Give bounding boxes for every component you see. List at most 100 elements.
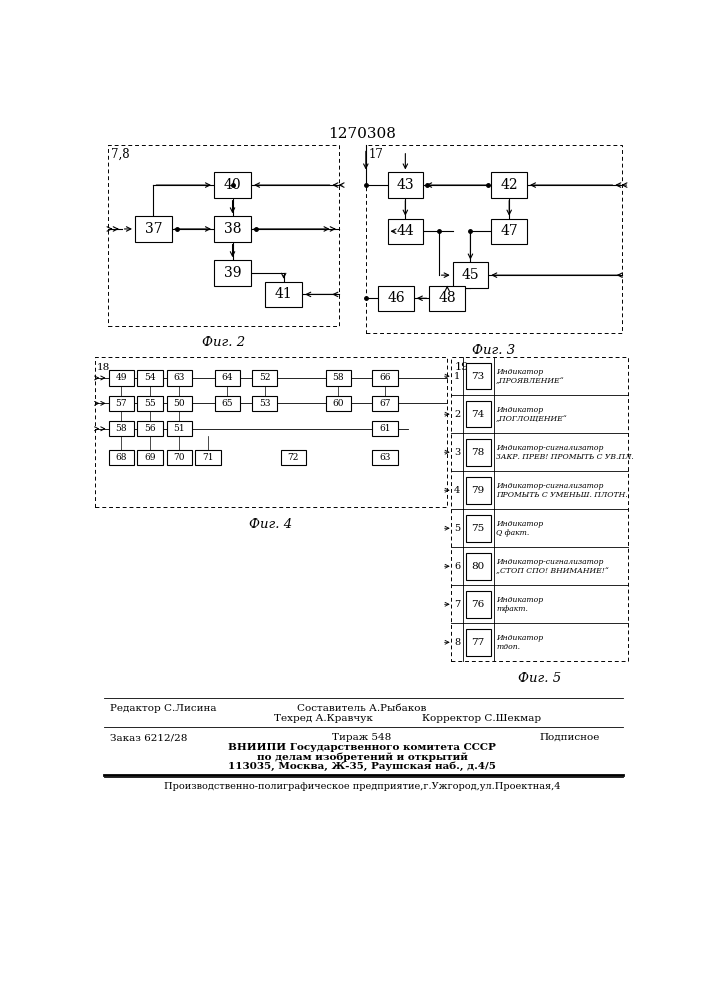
Bar (109, 421, 134, 436)
Text: 74: 74 (472, 410, 485, 419)
Text: 53: 53 (259, 399, 271, 408)
Text: 49: 49 (115, 373, 127, 382)
Text: 38: 38 (224, 222, 241, 236)
Bar (167, 450, 192, 465)
Text: 64: 64 (222, 373, 233, 382)
Text: Редактор С.Лисина: Редактор С.Лисина (110, 704, 216, 713)
Text: Фиг. 2: Фиг. 2 (201, 336, 245, 349)
Text: Составитель А.Рыбаков: Составитель А.Рыбаков (297, 704, 426, 713)
Text: 55: 55 (144, 399, 156, 408)
Bar (214, 172, 251, 198)
Bar (167, 370, 192, 386)
Bar (107, 145, 339, 326)
Bar (378, 286, 414, 311)
Bar (466, 477, 491, 504)
Text: 63: 63 (174, 373, 185, 382)
Bar (195, 450, 221, 465)
Text: 41: 41 (275, 287, 293, 301)
Text: Тираж 548: Тираж 548 (332, 733, 392, 742)
Text: 17: 17 (369, 148, 384, 161)
Text: 77: 77 (472, 638, 485, 647)
Text: Подписное: Подписное (539, 733, 600, 742)
Text: 42: 42 (501, 178, 518, 192)
Text: 52: 52 (259, 373, 271, 382)
Bar (466, 553, 491, 580)
Bar (372, 421, 397, 436)
Text: 71: 71 (202, 453, 214, 462)
Text: 58: 58 (115, 424, 127, 433)
Bar (281, 450, 306, 465)
Bar (372, 450, 397, 465)
Bar (215, 370, 240, 386)
Bar (429, 286, 465, 311)
Bar (252, 396, 277, 411)
Bar (372, 396, 397, 411)
Text: 43: 43 (397, 178, 414, 192)
Text: 1270308: 1270308 (328, 127, 396, 141)
Bar (466, 363, 491, 389)
Bar (137, 450, 163, 465)
Text: Индикатор
Q факт.: Индикатор Q факт. (496, 520, 543, 537)
Text: Фиг. 5: Фиг. 5 (518, 672, 561, 685)
Text: 47: 47 (501, 224, 518, 238)
Bar (325, 370, 351, 386)
Bar (387, 219, 423, 244)
Text: Индикатор
mдоп.: Индикатор mдоп. (496, 634, 543, 651)
Bar (466, 629, 491, 656)
Text: 65: 65 (222, 399, 233, 408)
Bar (452, 262, 489, 288)
Text: 80: 80 (472, 562, 485, 571)
Bar (137, 421, 163, 436)
Text: 73: 73 (472, 372, 485, 381)
Text: 5: 5 (454, 524, 460, 533)
Text: 58: 58 (332, 373, 344, 382)
Bar (135, 216, 172, 242)
Bar (466, 439, 491, 466)
Text: 2: 2 (454, 410, 460, 419)
Bar (137, 396, 163, 411)
Text: Индикатор
„ПОГЛОЩЕНИЕ“: Индикатор „ПОГЛОЩЕНИЕ“ (496, 406, 568, 423)
Text: Индикатор-сигнализатор
ЗАКР. ПРЕВ! ПРОМЫТЬ С УВ.ПЛ.: Индикатор-сигнализатор ЗАКР. ПРЕВ! ПРОМЫ… (496, 444, 633, 461)
Text: 8: 8 (454, 638, 460, 647)
Text: 61: 61 (379, 424, 390, 433)
Text: ВНИИПИ Государственного комитета СССР: ВНИИПИ Государственного комитета СССР (228, 743, 496, 752)
Text: Фиг. 4: Фиг. 4 (250, 518, 293, 531)
Text: 37: 37 (145, 222, 163, 236)
Text: 76: 76 (472, 600, 485, 609)
Text: Индикатор
„ПРОЯВЛЕНИЕ“: Индикатор „ПРОЯВЛЕНИЕ“ (496, 368, 564, 385)
Text: 4: 4 (454, 486, 460, 495)
Text: Техред А.Кравчук: Техред А.Кравчук (274, 714, 373, 723)
Text: 68: 68 (115, 453, 127, 462)
Bar (214, 260, 251, 286)
Text: 69: 69 (144, 453, 156, 462)
Bar (215, 396, 240, 411)
Text: 40: 40 (223, 178, 241, 192)
Bar (109, 370, 134, 386)
Text: Производственно-полиграфическое предприятие,г.Ужгород,ул.Проектная,4: Производственно-полиграфическое предприя… (164, 782, 560, 791)
Text: Индикатор-сигнализатор
„СТОП СПО! ВНИМАНИЕ!“: Индикатор-сигнализатор „СТОП СПО! ВНИМАН… (496, 558, 609, 575)
Text: Фиг. 3: Фиг. 3 (472, 344, 515, 357)
Text: 48: 48 (438, 291, 456, 305)
Text: 19: 19 (454, 362, 469, 372)
Text: 63: 63 (379, 453, 390, 462)
Bar (109, 396, 134, 411)
Text: 7: 7 (454, 600, 460, 609)
Text: 44: 44 (397, 224, 414, 238)
Text: 7,8: 7,8 (111, 148, 129, 161)
Bar (466, 401, 491, 427)
Text: Индикатор
mфакт.: Индикатор mфакт. (496, 596, 543, 613)
Text: Заказ 6212/28: Заказ 6212/28 (110, 733, 187, 742)
Bar (451, 357, 628, 661)
Bar (466, 591, 491, 618)
Text: 113035, Москва, Ж-35, Раушская наб., д.4/5: 113035, Москва, Ж-35, Раушская наб., д.4… (228, 761, 496, 771)
Text: 60: 60 (332, 399, 344, 408)
Bar (265, 282, 303, 307)
Text: 1: 1 (454, 372, 460, 381)
Text: 3: 3 (454, 448, 460, 457)
Text: 70: 70 (174, 453, 185, 462)
Text: 66: 66 (379, 373, 390, 382)
Bar (491, 219, 527, 244)
Bar (95, 357, 448, 507)
Bar (466, 515, 491, 542)
Bar (366, 145, 621, 333)
